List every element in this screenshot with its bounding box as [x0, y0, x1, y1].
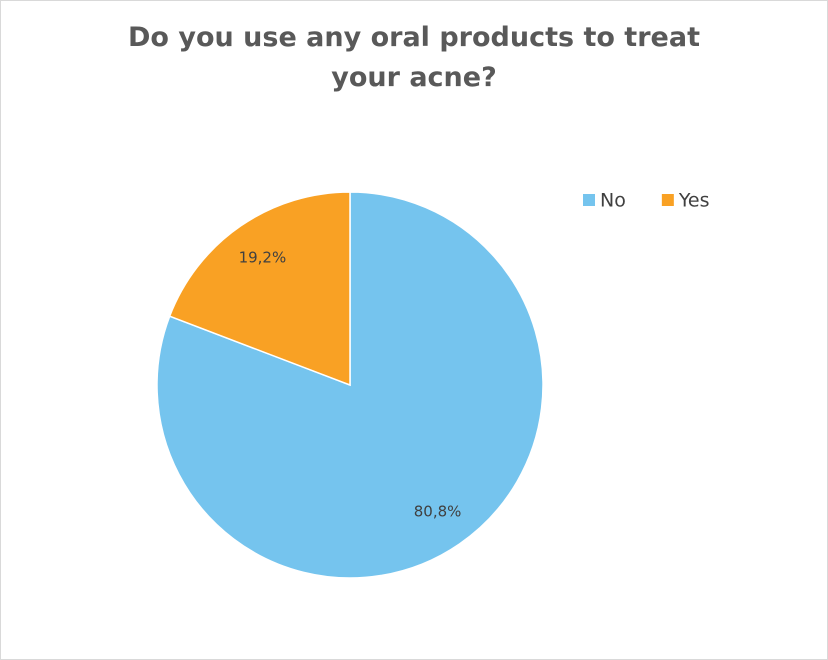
legend-swatch: [661, 194, 674, 206]
pie-slice: [156, 191, 544, 579]
data-label: 80,8%: [414, 503, 462, 521]
legend-label: Yes: [678, 190, 710, 212]
pie-slice: [168, 191, 351, 387]
chart-title: Do you use any oral products to treat yo…: [128, 22, 700, 93]
data-label: 19,2%: [239, 248, 287, 266]
legend-swatch: [583, 194, 595, 206]
legend-label: No: [600, 190, 626, 212]
